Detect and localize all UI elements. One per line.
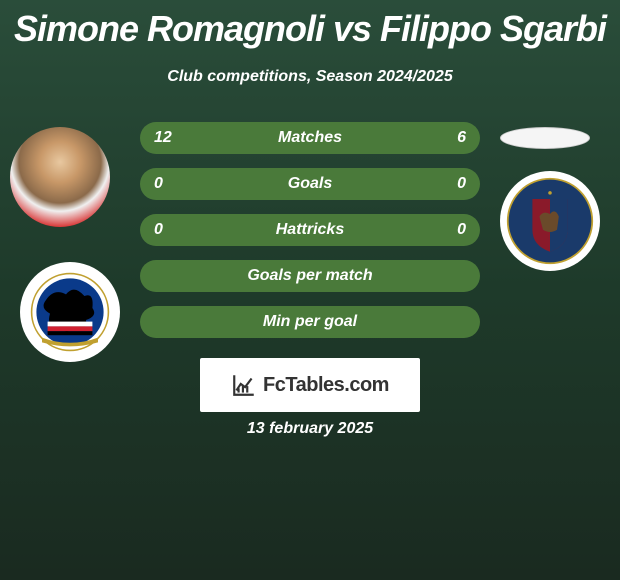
stat-label: Goals per match xyxy=(247,267,372,285)
stat-left-value: 0 xyxy=(154,221,163,239)
page-title: Simone Romagnoli vs Filippo Sgarbi xyxy=(0,0,620,50)
player-left-avatar xyxy=(10,127,110,227)
stat-right-value: 0 xyxy=(457,175,466,193)
stat-label: Min per goal xyxy=(263,313,357,331)
club-left-badge xyxy=(20,262,120,362)
stat-row-hattricks: 0 Hattricks 0 xyxy=(140,214,480,246)
stat-label: Matches xyxy=(278,129,342,147)
stat-left-value: 0 xyxy=(154,175,163,193)
stat-row-goals-per-match: Goals per match xyxy=(140,260,480,292)
stat-right-value: 0 xyxy=(457,221,466,239)
page-subtitle: Club competitions, Season 2024/2025 xyxy=(0,68,620,86)
chart-icon xyxy=(231,372,257,398)
stats-column: 12 Matches 6 0 Goals 0 0 Hattricks 0 Goa… xyxy=(140,122,480,352)
player-right-avatar xyxy=(500,127,590,149)
stat-label: Hattricks xyxy=(276,221,344,239)
sampdoria-icon xyxy=(30,272,110,352)
club-right-badge xyxy=(500,171,600,271)
cosenza-icon xyxy=(506,177,594,265)
stat-row-matches: 12 Matches 6 xyxy=(140,122,480,154)
brand-label: FcTables.com xyxy=(263,374,389,397)
stat-left-value: 12 xyxy=(154,129,172,147)
brand-box[interactable]: FcTables.com xyxy=(200,358,420,412)
stat-row-goals: 0 Goals 0 xyxy=(140,168,480,200)
stat-right-value: 6 xyxy=(457,129,466,147)
stat-row-min-per-goal: Min per goal xyxy=(140,306,480,338)
date-line: 13 february 2025 xyxy=(0,420,620,438)
stat-label: Goals xyxy=(288,175,332,193)
